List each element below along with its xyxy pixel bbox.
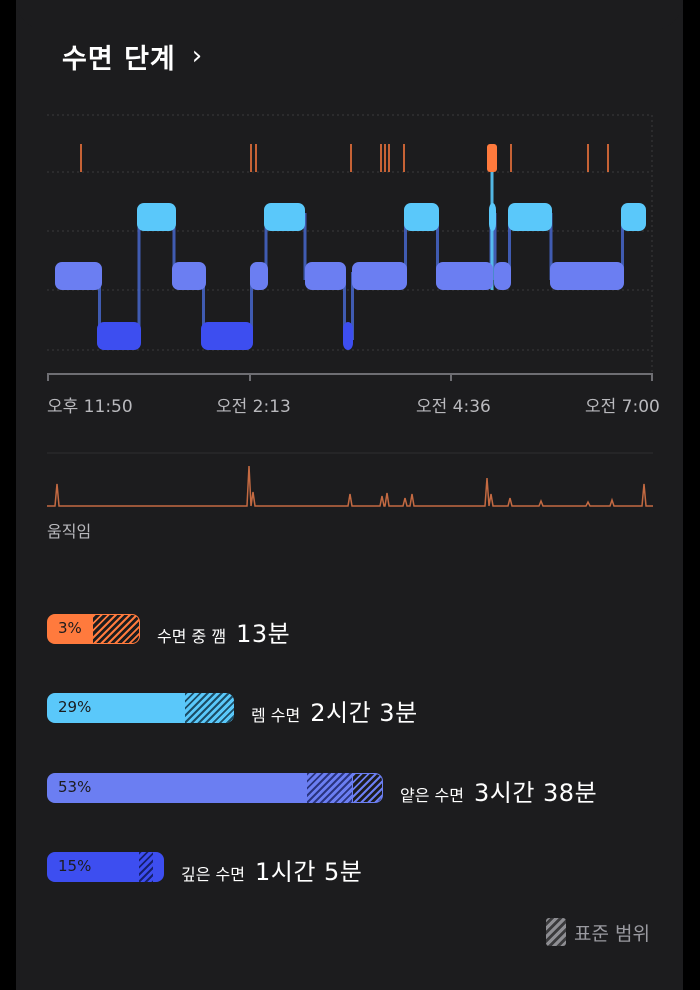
stage-duration-rem: 2시간 3분 [310,699,418,727]
hypnogram-segment-light [55,262,102,290]
stage-text-awake: 수면 중 깸 13분 [157,614,290,648]
hatch-swatch-icon [546,918,566,946]
stage-duration-deep: 1시간 5분 [254,858,363,886]
stage-row-light: 53% 얕은 수면 3시간 38분 [47,773,667,807]
stage-row-deep: 15% 깊은 수면 1시간 5분 [47,852,647,886]
hypnogram-segment-rem [508,203,552,231]
stage-text-deep: 깊은 수면 1시간 5분 [181,852,362,886]
awake-block [487,144,497,172]
hypnogram-segment-deep [97,322,141,350]
stage-duration-awake: 13분 [236,620,291,648]
stage-percent-light: 53% [58,778,92,796]
time-axis-label-2: 오전 2:13 [216,397,291,417]
standard-range-deep [139,852,153,882]
standard-range-light [352,773,383,803]
time-axis-label-start: 오후 11:50 [47,397,133,417]
stage-bar-light: 53% [47,773,352,803]
stage-name-awake: 수면 중 깸 [157,627,227,646]
stage-row-awake: 3% 수면 중 깸 13분 [47,614,647,648]
hypnogram-segment-rem [137,203,176,231]
stage-bar-deep: 15% [47,852,164,882]
hypnogram-segment-rem [264,203,305,231]
hypnogram-segment-rem [621,203,646,231]
hypnogram-segment-light [436,262,493,290]
hypnogram-segment-rem [489,203,496,231]
hypnogram-segment-light [494,262,511,290]
hypnogram-segment-light [550,262,624,290]
stage-text-light: 얕은 수면 3시간 38분 [400,773,597,807]
movement-label: 움직임 [47,522,92,541]
stage-percent-awake: 3% [58,619,82,637]
hypnogram-segment-rem [404,203,439,231]
stage-bar-awake: 3% [47,614,92,644]
hypnogram-segment-deep [343,322,353,350]
hypnogram-segment-light [250,262,268,290]
standard-range-rem [185,693,234,723]
stage-bar-rem: 29% [47,693,234,723]
stage-percent-rem: 29% [58,698,92,716]
stage-percent-deep: 15% [58,857,92,875]
standard-range-legend: 표준 범위 [546,918,650,946]
legend-label: 표준 범위 [574,922,650,945]
hypnogram-segment-light [172,262,206,290]
stage-duration-light: 3시간 38분 [473,779,598,807]
page-title: 수면 단계 [62,43,176,75]
hypnogram-segment-light [305,262,346,290]
standard-range-light-inner [307,773,352,803]
stage-name-light: 얕은 수면 [400,786,464,805]
stage-row-rem: 29% 렘 수면 2시간 3분 [47,693,647,727]
sleep-hypnogram [47,114,653,507]
hypnogram-segment-deep [201,322,253,350]
time-axis-label-3: 오전 4:36 [416,397,491,417]
stage-text-rem: 렘 수면 2시간 3분 [251,693,418,727]
standard-range-awake [92,614,140,644]
chevron-right-icon: › [191,41,203,71]
hypnogram-segment-light [352,262,407,290]
sleep-stages-header[interactable]: 수면 단계 › [62,36,202,76]
time-axis-label-end: 오전 7:00 [585,397,660,417]
stage-name-rem: 렘 수면 [251,706,301,725]
stage-name-deep: 깊은 수면 [181,865,245,884]
movement-line [47,465,653,507]
